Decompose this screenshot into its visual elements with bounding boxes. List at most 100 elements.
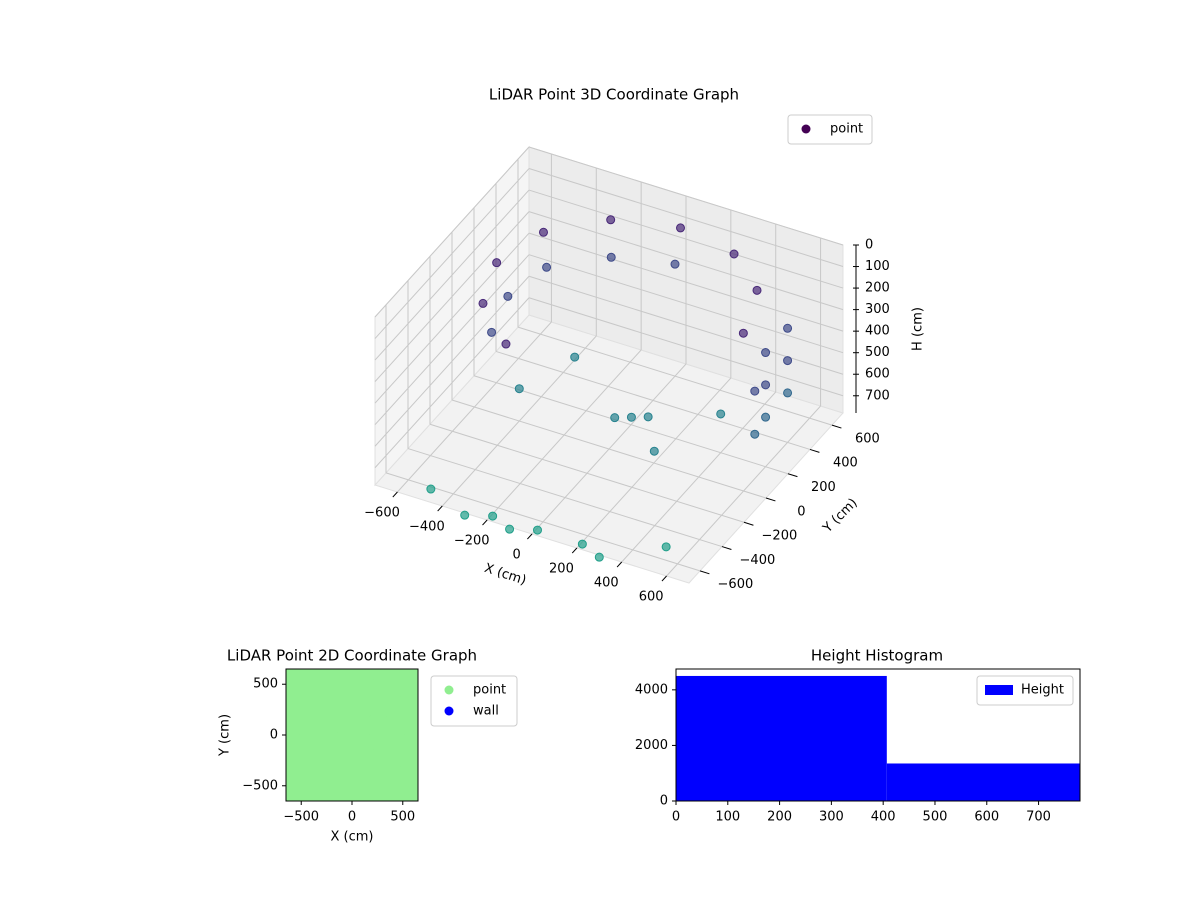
- point: [487, 327, 497, 337]
- point: [492, 258, 502, 268]
- legend-swatch: [444, 706, 454, 716]
- y-tick-label: −600: [718, 577, 754, 592]
- point: [716, 409, 726, 419]
- y-tick-label: 600: [855, 431, 880, 446]
- tick-mark: [571, 547, 578, 554]
- x-tick-label: 200: [549, 562, 574, 577]
- bar: [676, 675, 887, 801]
- tick-mark: [616, 561, 623, 568]
- point: [505, 524, 515, 534]
- point: [460, 510, 470, 520]
- point: [501, 339, 511, 349]
- point: [761, 348, 771, 358]
- legend-swatch: [801, 124, 811, 134]
- point: [783, 356, 793, 366]
- tick-mark: [721, 546, 732, 550]
- z-tick-label: 700: [865, 388, 890, 403]
- y-tick-label: 200: [811, 480, 836, 495]
- point: [577, 539, 587, 549]
- point: [738, 328, 748, 338]
- legend-swatch: [444, 685, 454, 695]
- point: [570, 352, 580, 362]
- x-tick-label: 400: [594, 576, 619, 591]
- legend-label: point: [830, 122, 863, 137]
- x-tick-label: −400: [409, 520, 445, 535]
- x-tick-label: 500: [390, 810, 415, 825]
- x-axis-label: X (cm): [331, 830, 374, 845]
- grid-line: [374, 275, 530, 447]
- x-tick-label: 0: [348, 810, 356, 825]
- points: [426, 215, 793, 562]
- plot-frame: [675, 668, 1081, 802]
- tick-mark: [482, 519, 488, 526]
- grid-line: [374, 211, 530, 382]
- x-tick-label: 0: [672, 810, 680, 825]
- z-tick-label: 600: [865, 367, 890, 382]
- grid-line: [528, 146, 844, 246]
- grid-line: [528, 189, 844, 289]
- point: [626, 412, 636, 422]
- x-tick-label: 400: [871, 810, 896, 825]
- y-tick-label: 4000: [635, 682, 668, 697]
- x-tick-label: 600: [639, 590, 664, 605]
- legend-box: [976, 675, 1074, 706]
- y-tick-label: 400: [833, 456, 858, 471]
- x-tick-label: 500: [923, 810, 948, 825]
- point: [542, 262, 552, 272]
- tick-mark: [699, 570, 710, 575]
- point: [606, 252, 616, 262]
- point: [610, 413, 620, 423]
- y-tick-label: −500: [242, 778, 278, 793]
- x-tick-label: −500: [283, 810, 319, 825]
- legend-box: [787, 114, 873, 145]
- chart-title: Height Histogram: [811, 647, 943, 665]
- point: [514, 384, 524, 394]
- grid-line: [385, 472, 701, 572]
- tick-mark: [527, 533, 533, 540]
- point: [606, 215, 616, 225]
- grid-line: [374, 189, 530, 361]
- point: [329, 712, 356, 739]
- grid-line: [374, 146, 530, 318]
- grid-line: [374, 232, 530, 404]
- grid-line: [374, 254, 530, 426]
- z-tick-label: 100: [865, 259, 890, 274]
- point: [676, 223, 685, 233]
- tick-mark: [787, 473, 798, 478]
- y-tick-label: −200: [762, 529, 798, 544]
- x-tick-label: 0: [512, 548, 520, 563]
- point: [729, 249, 739, 259]
- point: [503, 291, 513, 301]
- point: [488, 511, 498, 521]
- bar: [886, 763, 1080, 801]
- x-tick-label: 200: [767, 810, 792, 825]
- y-tick-label: 0: [660, 794, 668, 809]
- z-tick-label: 0: [865, 238, 873, 253]
- point: [538, 227, 548, 237]
- legend-swatch: [985, 685, 1013, 695]
- point: [533, 525, 542, 535]
- legend-label: wall: [473, 704, 499, 719]
- y-tick-label: 500: [253, 677, 278, 692]
- x-tick-label: −600: [364, 506, 400, 521]
- point: [783, 388, 793, 398]
- x-tick-label: 300: [819, 810, 844, 825]
- tick-mark: [392, 491, 398, 498]
- point: [750, 386, 760, 396]
- x-tick-label: 600: [974, 810, 999, 825]
- grid-line: [451, 399, 767, 499]
- legend-label: Height: [1021, 683, 1064, 698]
- chart-title: LiDAR Point 2D Coordinate Graph: [227, 647, 477, 665]
- point: [594, 552, 604, 562]
- grid-line: [374, 168, 530, 339]
- y-axis-label: Y (cm): [218, 714, 233, 757]
- point: [752, 285, 762, 295]
- tick-mark: [831, 424, 842, 429]
- x-tick-label: 700: [1026, 810, 1051, 825]
- point: [661, 542, 671, 552]
- z-tick-label: 200: [865, 281, 890, 296]
- grid-line: [374, 297, 530, 469]
- chart-title: LiDAR Point 3D Coordinate Graph: [489, 86, 739, 104]
- point: [750, 429, 760, 439]
